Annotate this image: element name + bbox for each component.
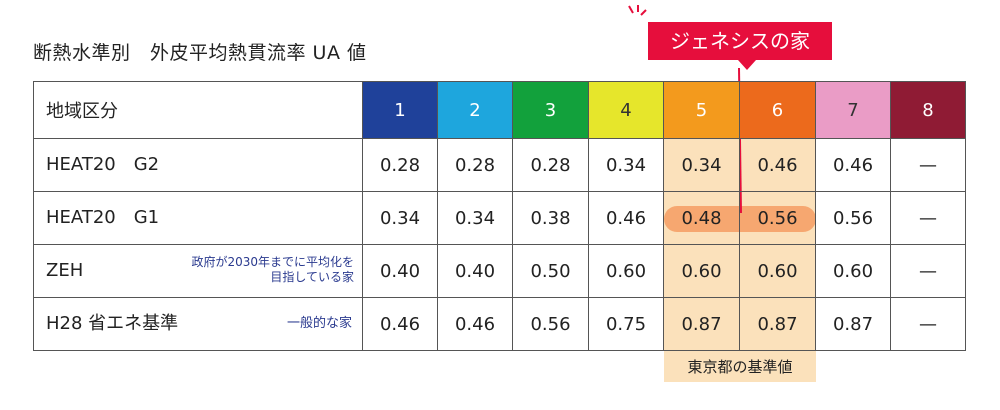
table-row: HEAT20 G1 0.34 0.34 0.38 0.46 0.48 0.56 … [33,191,966,245]
region-6-header: 6 [739,81,816,139]
value-cell: 0.56 [512,297,589,351]
value-cell: — [890,191,966,245]
value-cell: 0.60 [739,244,816,298]
value-cell: — [890,244,966,298]
row-label-heat20-g1: HEAT20 G1 [33,191,363,245]
value-cell: 0.28 [362,138,438,192]
region-2-header: 2 [437,81,513,139]
value-cell: 0.87 [663,297,740,351]
table-row: H28 省エネ基準 一般的な家 0.46 0.46 0.56 0.75 0.87… [33,297,966,351]
value-cell: 0.40 [437,244,513,298]
zeh-note: 政府が2030年までに平均化を 目指している家 [191,255,354,284]
value-cell: — [890,138,966,192]
genesis-house-badge: ジェネシスの家 [648,22,832,60]
value-cell: 0.56 [815,191,891,245]
tokyo-standard-label: 東京都の基準値 [687,358,793,376]
value-cell: 0.46 [588,191,664,245]
table-row: HEAT20 G2 0.28 0.28 0.28 0.34 0.34 0.46 … [33,138,966,192]
table-header-row: 地域区分 1 2 3 4 5 6 7 8 [33,81,966,139]
value-cell: 0.75 [588,297,664,351]
value-cell: 0.34 [663,138,740,192]
value-cell: 0.48 [663,191,740,245]
region-8-header: 8 [890,81,966,139]
value-cell: 0.28 [512,138,589,192]
value-cell: 0.60 [663,244,740,298]
value-cell: 0.87 [739,297,816,351]
value-cell: 0.34 [588,138,664,192]
value-cell: 0.87 [815,297,891,351]
region-5-header: 5 [663,81,740,139]
value-cell: 0.56 [739,191,816,245]
badge-tail [738,60,756,70]
spark-icon [628,5,647,16]
value-cell: 0.34 [362,191,438,245]
row-label-heat20-g2: HEAT20 G2 [33,138,363,192]
value-cell: 0.40 [362,244,438,298]
region-7-header: 7 [815,81,891,139]
ua-value-table: 地域区分 1 2 3 4 5 6 7 8 HEAT20 G2 0.28 0.28… [33,81,966,351]
region-4-header: 4 [588,81,664,139]
value-cell: 0.38 [512,191,589,245]
value-cell: 0.46 [815,138,891,192]
value-cell: 0.28 [437,138,513,192]
region-3-header: 3 [512,81,589,139]
value-cell: — [890,297,966,351]
value-cell: 0.46 [362,297,438,351]
value-cell: 0.60 [588,244,664,298]
value-cell: 0.60 [815,244,891,298]
value-cell: 0.34 [437,191,513,245]
region-header-label: 地域区分 [33,81,363,139]
page-title: 断熱水準別 外皮平均熱貫流率 UA 値 [33,42,367,64]
row-label-zeh: ZEH 政府が2030年までに平均化を 目指している家 [33,244,363,298]
region-1-header: 1 [362,81,438,139]
value-cell: 0.50 [512,244,589,298]
value-cell: 0.46 [437,297,513,351]
value-cell: 0.46 [739,138,816,192]
h28-note: 一般的な家 [286,316,352,331]
table-row: ZEH 政府が2030年までに平均化を 目指している家 0.40 0.40 0.5… [33,244,966,298]
row-label-h28: H28 省エネ基準 一般的な家 [33,297,363,351]
